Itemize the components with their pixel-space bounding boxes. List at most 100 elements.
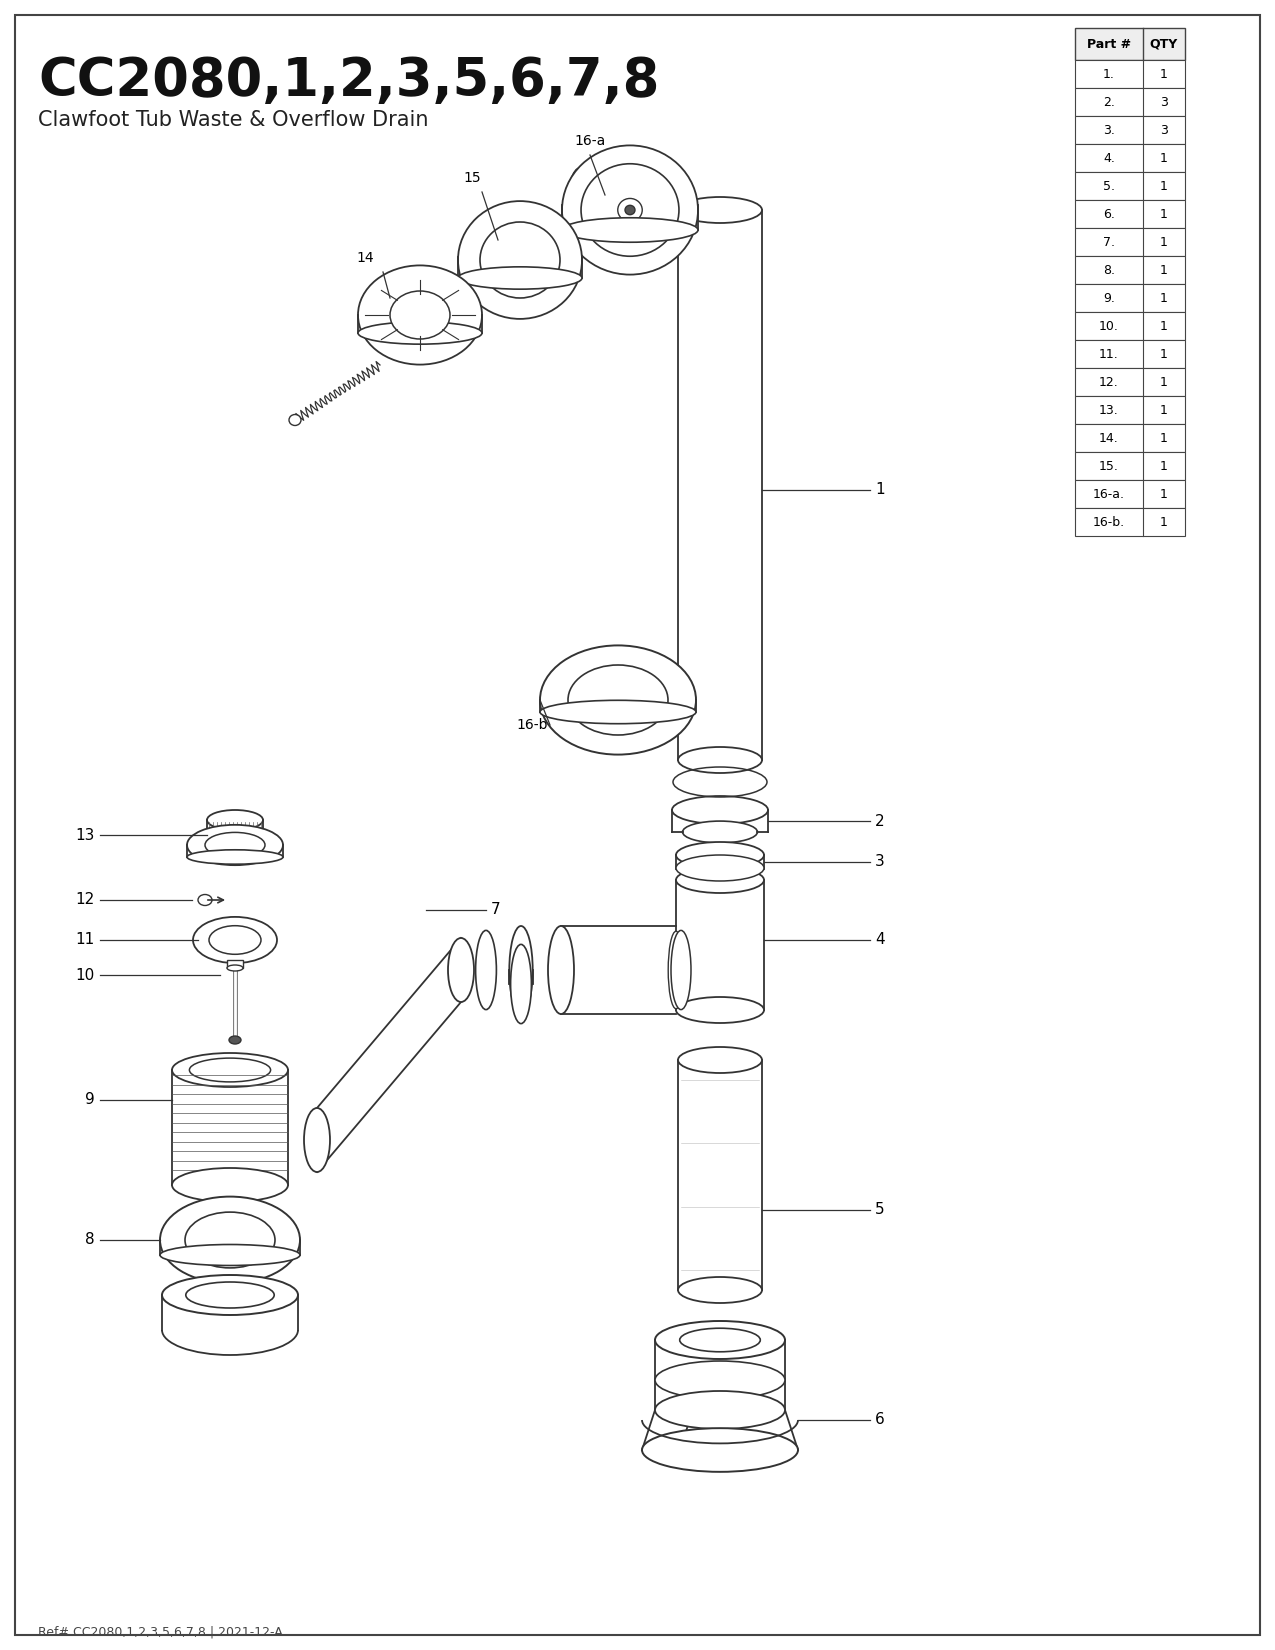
Text: 16-b.: 16-b. [1093, 515, 1125, 528]
Text: Clawfoot Tub Waste & Overflow Drain: Clawfoot Tub Waste & Overflow Drain [38, 111, 428, 130]
Bar [1075, 424, 1184, 452]
Text: 14: 14 [356, 251, 374, 266]
Text: 2: 2 [875, 813, 885, 828]
Bar [1075, 200, 1184, 228]
Text: 10: 10 [75, 967, 96, 982]
Text: 8.: 8. [1103, 264, 1116, 277]
Ellipse shape [548, 926, 574, 1015]
Ellipse shape [190, 1058, 270, 1082]
Ellipse shape [198, 894, 212, 906]
Text: 1: 1 [1160, 320, 1168, 333]
Ellipse shape [676, 842, 764, 868]
Text: 4.: 4. [1103, 152, 1114, 165]
Text: 7.: 7. [1103, 236, 1116, 249]
Text: 13: 13 [75, 828, 96, 843]
Ellipse shape [676, 997, 764, 1023]
Ellipse shape [476, 931, 496, 1010]
Bar [1075, 256, 1184, 284]
Text: 12.: 12. [1099, 376, 1119, 388]
Text: 1: 1 [1160, 292, 1168, 305]
Bar [1075, 452, 1184, 480]
Text: 1: 1 [1160, 180, 1168, 193]
Text: 1.: 1. [1103, 68, 1114, 81]
Ellipse shape [567, 665, 668, 734]
Ellipse shape [172, 1168, 288, 1201]
Ellipse shape [358, 266, 482, 365]
Text: 11.: 11. [1099, 348, 1119, 360]
Bar [1075, 172, 1184, 200]
Ellipse shape [671, 931, 691, 1010]
Text: 1: 1 [1160, 459, 1168, 472]
Ellipse shape [458, 201, 581, 318]
Text: 4: 4 [875, 932, 885, 947]
Ellipse shape [682, 822, 757, 843]
Text: 1: 1 [1160, 487, 1168, 500]
Ellipse shape [655, 1322, 785, 1360]
Ellipse shape [562, 218, 697, 243]
Text: 6.: 6. [1103, 208, 1114, 221]
Text: QTY: QTY [1150, 38, 1178, 51]
Text: 1: 1 [1160, 264, 1168, 277]
Text: 16-a: 16-a [574, 134, 606, 148]
Text: 16-b: 16-b [516, 718, 548, 733]
Text: 13.: 13. [1099, 404, 1119, 416]
Ellipse shape [159, 1244, 300, 1266]
Text: 1: 1 [1160, 208, 1168, 221]
Ellipse shape [678, 1277, 762, 1304]
Bar [1075, 28, 1184, 59]
Bar [1075, 228, 1184, 256]
Text: 15.: 15. [1099, 459, 1119, 472]
Ellipse shape [668, 931, 683, 1008]
Text: 1: 1 [1160, 376, 1168, 388]
Text: 1: 1 [1160, 432, 1168, 444]
Ellipse shape [694, 861, 746, 876]
Ellipse shape [205, 832, 265, 858]
Ellipse shape [458, 267, 581, 289]
Bar [1075, 284, 1184, 312]
Ellipse shape [655, 1391, 785, 1429]
Text: 14.: 14. [1099, 432, 1119, 444]
Text: Ref# CC2080,1,2,3,5,6,7,8 | 2021-12-A: Ref# CC2080,1,2,3,5,6,7,8 | 2021-12-A [38, 1625, 283, 1638]
Ellipse shape [159, 1196, 300, 1284]
Bar [1075, 312, 1184, 340]
Ellipse shape [510, 944, 532, 1023]
Text: 11: 11 [75, 932, 96, 947]
Bar [1075, 480, 1184, 508]
Text: 3: 3 [1160, 96, 1168, 109]
Ellipse shape [625, 205, 635, 214]
Ellipse shape [390, 290, 450, 338]
Ellipse shape [186, 1282, 274, 1308]
Bar [1075, 396, 1184, 424]
Text: 16-a.: 16-a. [1093, 487, 1125, 500]
Text: 2.: 2. [1103, 96, 1114, 109]
Ellipse shape [655, 1361, 785, 1399]
Bar [1075, 144, 1184, 172]
Text: 3: 3 [875, 855, 885, 870]
Text: 8: 8 [85, 1233, 96, 1247]
Text: 3: 3 [1160, 124, 1168, 137]
Ellipse shape [289, 414, 301, 426]
Ellipse shape [187, 825, 283, 865]
Text: 1: 1 [1160, 152, 1168, 165]
Ellipse shape [562, 145, 697, 274]
Bar [1075, 59, 1184, 87]
Ellipse shape [618, 198, 643, 221]
Text: 3.: 3. [1103, 124, 1114, 137]
Ellipse shape [209, 926, 261, 954]
Bar [1075, 508, 1184, 536]
Ellipse shape [303, 1109, 330, 1172]
Ellipse shape [509, 926, 533, 1015]
Ellipse shape [207, 830, 263, 842]
Bar [1075, 368, 1184, 396]
Bar [1075, 340, 1184, 368]
Ellipse shape [448, 937, 474, 1002]
Ellipse shape [678, 196, 762, 223]
Ellipse shape [185, 1213, 275, 1267]
Ellipse shape [676, 866, 764, 893]
Ellipse shape [187, 850, 283, 865]
Text: 9.: 9. [1103, 292, 1114, 305]
Ellipse shape [567, 168, 593, 252]
Ellipse shape [358, 322, 482, 345]
Ellipse shape [207, 810, 263, 830]
Ellipse shape [193, 917, 277, 964]
